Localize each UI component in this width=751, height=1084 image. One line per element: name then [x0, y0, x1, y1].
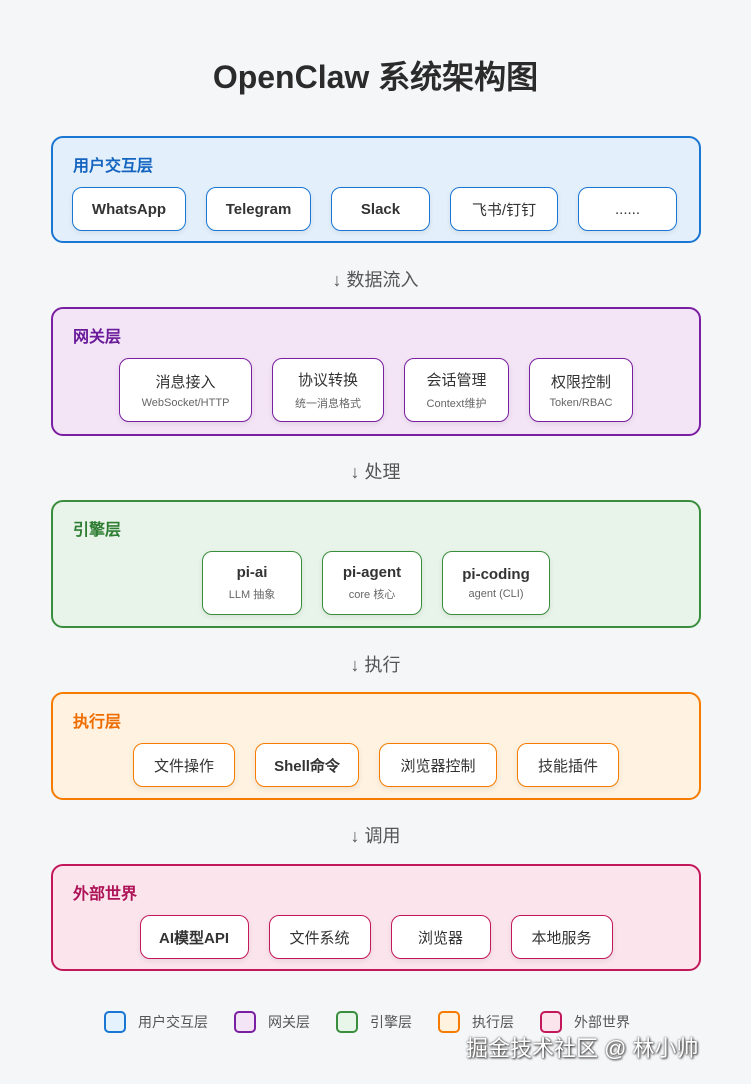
item-label: 文件系统 — [289, 929, 350, 947]
legend-label: 执行层 — [472, 1014, 514, 1030]
legend-item-gateway: 网关层 — [234, 1011, 310, 1033]
flow-arrow: ↓ 调用 — [350, 826, 401, 846]
channel-more: ...... — [578, 187, 677, 231]
layer-execution: 执行层 文件操作 Shell命令 浏览器控制 技能插件 — [51, 692, 701, 800]
legend-item-external: 外部世界 — [540, 1011, 630, 1033]
item-sublabel: 统一消息格式 — [295, 398, 361, 410]
page-title: OpenClaw 系统架构图 — [212, 59, 539, 95]
item-label: pi-ai — [236, 564, 268, 581]
flow-arrow: ↓ 数据流入 — [332, 270, 419, 290]
exec-shell: Shell命令 — [255, 743, 359, 787]
item-label: 飞书/钉钉 — [471, 201, 537, 219]
flow-arrow: ↓ 执行 — [350, 655, 401, 675]
exec-browser-control: 浏览器控制 — [379, 743, 497, 787]
legend-swatch — [540, 1011, 562, 1033]
layer-external-world: 外部世界 AI模型API 文件系统 浏览器 本地服务 — [51, 864, 701, 971]
legend-item-exec: 执行层 — [438, 1011, 514, 1033]
item-label: pi-coding — [462, 566, 530, 583]
engine-pi-agent: pi-agent core 核心 — [322, 551, 422, 615]
layer-engine: 引擎层 pi-ai LLM 抽象 pi-agent core 核心 pi-codin… — [51, 500, 701, 628]
engine-pi-coding: pi-coding agent (CLI) — [442, 551, 550, 615]
layer-user-interaction: 用户交互层 WhatsApp Telegram Slack 飞书/钉钉 ....… — [51, 136, 701, 243]
channel-telegram: Telegram — [206, 187, 311, 231]
item-sublabel: agent (CLI) — [468, 588, 524, 600]
item-label: ...... — [614, 200, 640, 218]
item-sublabel: LLM 抽象 — [228, 589, 276, 601]
channel-feishu-dingtalk: 飞书/钉钉 — [450, 187, 558, 231]
channel-whatsapp: WhatsApp — [72, 187, 186, 231]
item-sublabel: WebSocket/HTTP — [141, 397, 230, 409]
exec-file-ops: 文件操作 — [133, 743, 235, 787]
item-label: 会话管理 — [426, 372, 487, 389]
layer-title: 外部世界 — [73, 886, 138, 903]
item-label: 消息接入 — [155, 374, 216, 391]
external-browser: 浏览器 — [390, 915, 491, 959]
gateway-session-manage: 会话管理 Context维护 — [404, 358, 509, 422]
item-label: AI模型API — [158, 929, 229, 947]
item-label: 文件操作 — [153, 757, 214, 775]
item-label: WhatsApp — [91, 200, 167, 218]
item-sublabel: Context维护 — [426, 398, 487, 410]
item-label: Slack — [360, 200, 401, 218]
gateway-protocol-convert: 协议转换统一消息格式 — [272, 358, 384, 422]
engine-pi-ai: pi-ai LLM 抽象 — [202, 551, 302, 615]
item-label: 本地服务 — [531, 929, 592, 947]
item-label: Shell命令 — [274, 757, 340, 775]
legend-label: 引擎层 — [370, 1014, 412, 1030]
item-label: 权限控制 — [550, 374, 611, 391]
exec-skill-plugins: 技能插件 — [517, 743, 619, 787]
legend-swatch — [234, 1011, 256, 1033]
item-label: 浏览器控制 — [400, 757, 476, 775]
watermark: 掘金技术社区 @ 林小帅 — [466, 1036, 699, 1061]
item-label: Telegram — [225, 200, 292, 218]
layer-title: 网关层 — [73, 329, 122, 346]
legend-swatch — [336, 1011, 358, 1033]
legend-label: 网关层 — [268, 1014, 310, 1030]
layer-title: 引擎层 — [73, 522, 122, 539]
legend-item-user: 用户交互层 — [104, 1011, 208, 1033]
channel-slack: Slack — [331, 187, 430, 231]
legend-label: 外部世界 — [574, 1014, 630, 1030]
legend-item-engine: 引擎层 — [336, 1011, 412, 1033]
legend-label: 用户交互层 — [138, 1014, 208, 1030]
layer-title: 执行层 — [73, 714, 122, 731]
legend: 用户交互层 网关层 引擎层 执行层 外部世界 — [104, 1011, 656, 1033]
layer-title: 用户交互层 — [73, 158, 154, 175]
gateway-message-ingest: 消息接入 WebSocket/HTTP — [119, 358, 252, 422]
legend-swatch — [104, 1011, 126, 1033]
legend-swatch — [438, 1011, 460, 1033]
gateway-access-control: 权限控制 Token/RBAC — [529, 358, 633, 422]
item-sublabel: core 核心 — [348, 589, 396, 601]
external-local-services: 本地服务 — [510, 915, 613, 959]
external-file-system: 文件系统 — [268, 915, 371, 959]
item-label: pi-agent — [342, 564, 402, 581]
layer-gateway: 网关层 消息接入 WebSocket/HTTP 协议转换统一消息格式 会话管理 Co… — [51, 307, 701, 436]
external-ai-model-api: AI模型API — [139, 915, 249, 959]
item-sublabel: Token/RBAC — [549, 397, 613, 409]
flow-arrow: ↓ 处理 — [350, 462, 401, 482]
item-label: 浏览器 — [417, 929, 463, 947]
item-label: 技能插件 — [537, 757, 598, 775]
item-label: 协议转换 — [297, 372, 358, 389]
